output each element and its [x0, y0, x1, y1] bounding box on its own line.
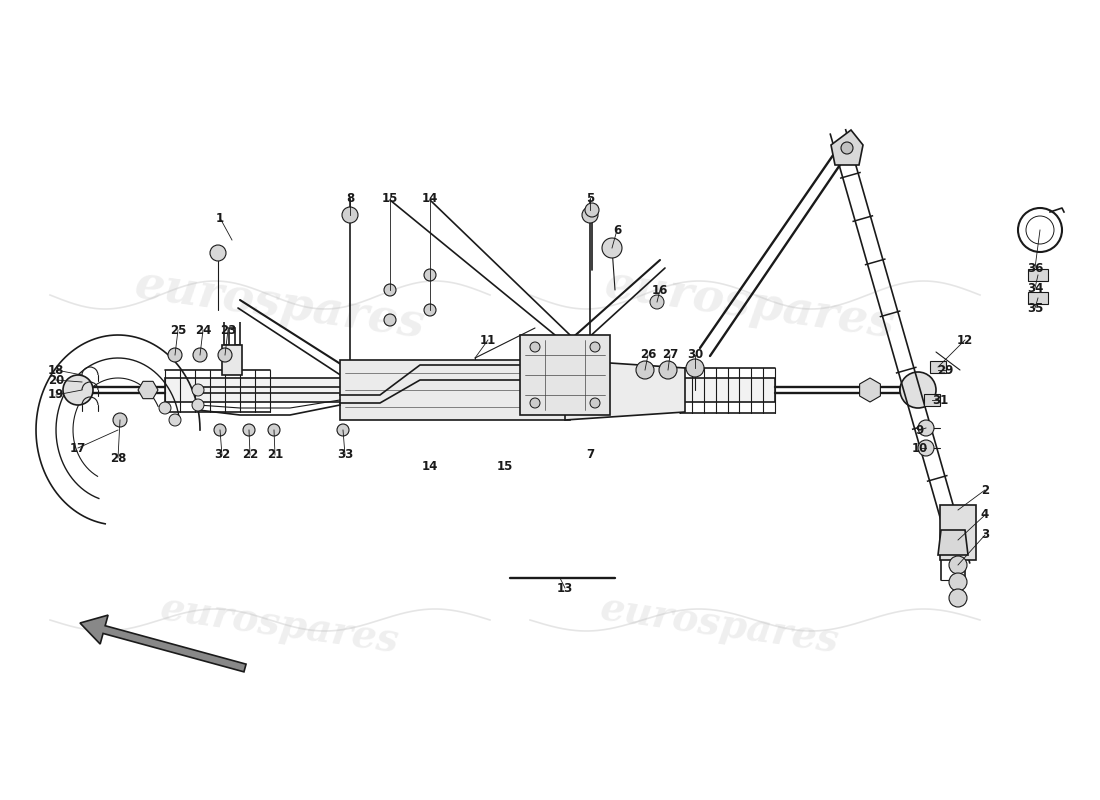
Text: 32: 32 [213, 449, 230, 462]
Text: 20: 20 [48, 374, 64, 386]
Text: 28: 28 [110, 451, 126, 465]
Text: 31: 31 [932, 394, 948, 406]
Bar [222, 345, 242, 375]
Circle shape [949, 573, 967, 591]
Text: 34: 34 [1026, 282, 1043, 294]
Circle shape [160, 402, 170, 414]
Circle shape [590, 342, 600, 352]
Circle shape [659, 361, 676, 379]
Circle shape [210, 245, 225, 261]
Text: 15: 15 [382, 191, 398, 205]
Circle shape [192, 399, 204, 411]
Text: 8: 8 [345, 191, 354, 205]
Text: 29: 29 [937, 363, 954, 377]
Text: 1: 1 [216, 211, 224, 225]
Text: 10: 10 [912, 442, 928, 454]
Circle shape [192, 384, 204, 396]
Text: eurospares: eurospares [598, 590, 842, 661]
Circle shape [424, 304, 436, 316]
Text: 36: 36 [1026, 262, 1043, 274]
Text: 22: 22 [242, 449, 258, 462]
Text: 35: 35 [1026, 302, 1043, 314]
Text: 18: 18 [47, 363, 64, 377]
Polygon shape [930, 361, 946, 373]
Circle shape [268, 424, 280, 436]
Circle shape [243, 424, 255, 436]
Text: 11: 11 [480, 334, 496, 346]
Circle shape [636, 361, 654, 379]
Circle shape [918, 420, 934, 436]
Circle shape [218, 348, 232, 362]
Polygon shape [938, 530, 968, 555]
Circle shape [192, 348, 207, 362]
Circle shape [168, 348, 182, 362]
Text: eurospares: eurospares [132, 262, 428, 348]
Circle shape [582, 207, 598, 223]
Bar [520, 335, 610, 415]
Polygon shape [138, 382, 158, 398]
Circle shape [113, 413, 127, 427]
FancyArrow shape [80, 615, 246, 672]
Text: 24: 24 [195, 323, 211, 337]
Circle shape [842, 142, 852, 154]
Text: 27: 27 [662, 349, 678, 362]
Bar [940, 505, 976, 560]
Text: eurospares: eurospares [602, 262, 899, 348]
Text: 6: 6 [613, 223, 621, 237]
Circle shape [384, 284, 396, 296]
Circle shape [585, 203, 600, 217]
Circle shape [949, 556, 967, 574]
Circle shape [342, 207, 358, 223]
Polygon shape [340, 360, 570, 420]
Circle shape [424, 269, 436, 281]
Polygon shape [830, 130, 864, 165]
Circle shape [169, 414, 182, 426]
Text: 16: 16 [652, 283, 668, 297]
Text: 4: 4 [981, 509, 989, 522]
Circle shape [63, 375, 94, 405]
Circle shape [337, 424, 349, 436]
Polygon shape [1028, 292, 1048, 304]
Text: 12: 12 [957, 334, 974, 346]
Text: 13: 13 [557, 582, 573, 594]
Circle shape [384, 314, 396, 326]
Circle shape [686, 359, 704, 377]
Circle shape [530, 398, 540, 408]
Polygon shape [1028, 269, 1048, 281]
Text: 5: 5 [586, 191, 594, 205]
Text: 15: 15 [497, 461, 514, 474]
Text: 30: 30 [686, 349, 703, 362]
Text: 17: 17 [70, 442, 86, 454]
Polygon shape [924, 394, 940, 406]
Circle shape [949, 589, 967, 607]
Circle shape [918, 440, 934, 456]
Text: 33: 33 [337, 449, 353, 462]
Text: 19: 19 [47, 389, 64, 402]
Text: 14: 14 [421, 461, 438, 474]
Circle shape [650, 295, 664, 309]
Text: 26: 26 [640, 349, 657, 362]
Text: 21: 21 [267, 449, 283, 462]
Circle shape [900, 372, 936, 408]
Text: 9: 9 [916, 423, 924, 437]
Polygon shape [565, 360, 685, 420]
Text: 25: 25 [169, 323, 186, 337]
Text: 3: 3 [981, 529, 989, 542]
Text: 14: 14 [421, 191, 438, 205]
Text: 23: 23 [220, 323, 236, 337]
Polygon shape [165, 378, 775, 402]
Text: 2: 2 [981, 483, 989, 497]
Circle shape [602, 238, 621, 258]
Polygon shape [859, 378, 880, 402]
Text: 7: 7 [586, 449, 594, 462]
Circle shape [530, 342, 540, 352]
Circle shape [214, 424, 225, 436]
Circle shape [590, 398, 600, 408]
Text: eurospares: eurospares [158, 590, 402, 661]
